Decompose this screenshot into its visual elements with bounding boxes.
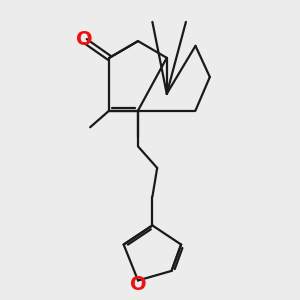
Text: O: O: [76, 30, 92, 50]
Text: O: O: [130, 275, 146, 294]
